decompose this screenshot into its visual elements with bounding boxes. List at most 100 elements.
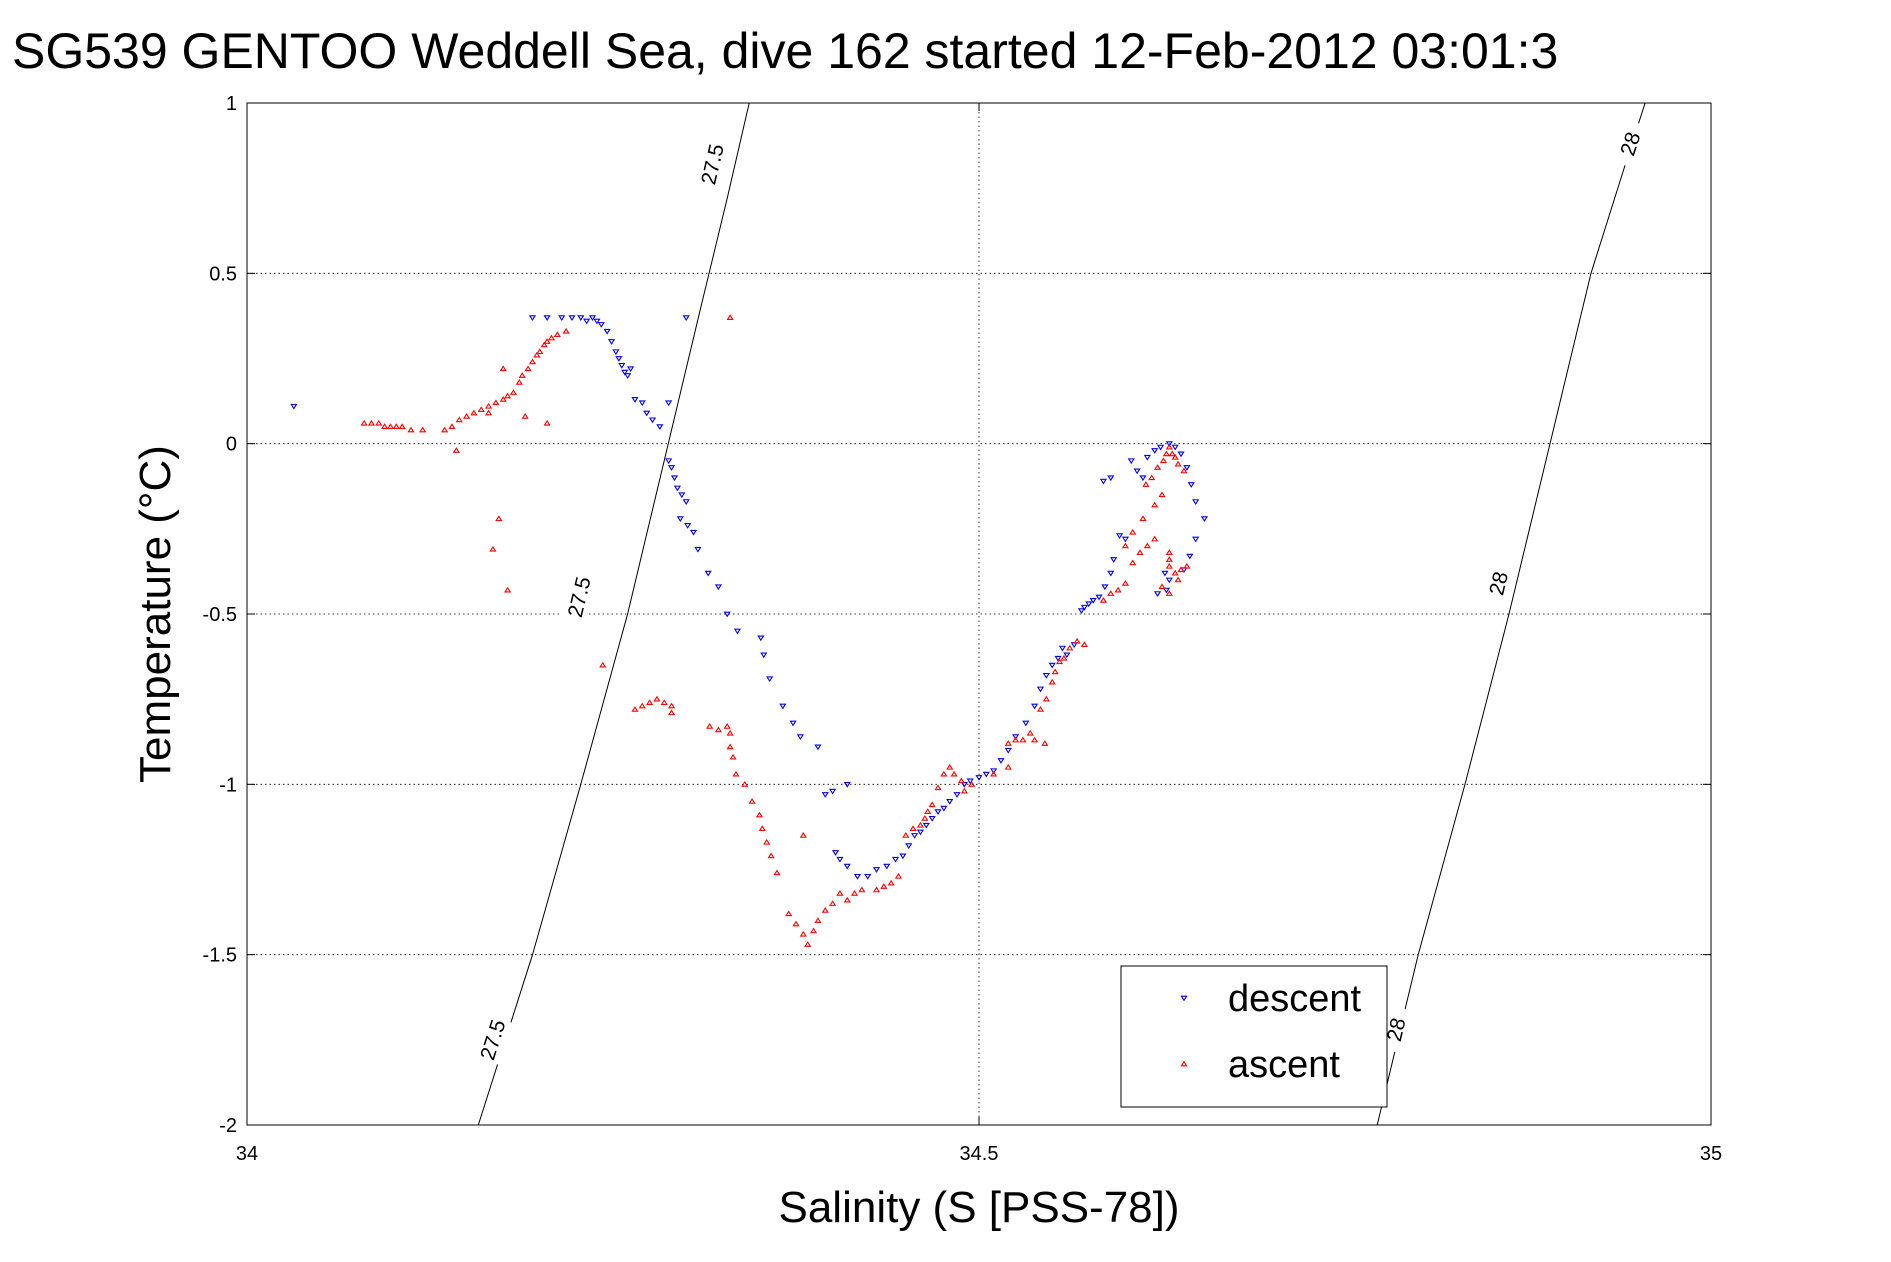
ascent-point <box>543 338 551 344</box>
ascent-point <box>1114 586 1122 593</box>
ascent-point <box>484 409 493 416</box>
ascent-point <box>1012 736 1020 743</box>
legend: descent ascent <box>1120 965 1388 1108</box>
descent-point <box>682 315 690 321</box>
ascent-point <box>726 314 734 320</box>
y-tick-label: -2 <box>219 1115 237 1137</box>
ascent-point <box>1066 644 1074 651</box>
ascent-point <box>1055 658 1064 665</box>
ascent-point <box>799 930 807 937</box>
ascent-point <box>489 545 497 552</box>
descent-point <box>1161 570 1169 577</box>
descent-point <box>665 458 673 465</box>
ascent-point <box>455 416 463 423</box>
ascent-point <box>381 423 389 430</box>
ascent-point <box>1099 596 1108 603</box>
ascent-point <box>492 399 500 406</box>
descent-point <box>1031 703 1039 710</box>
descent-point <box>676 516 684 522</box>
descent-point <box>1036 686 1045 693</box>
ascent-point <box>957 777 966 784</box>
descent-point <box>568 315 576 321</box>
descent-point <box>673 485 682 492</box>
contour-label-bg <box>473 1014 513 1065</box>
ascent-point <box>946 763 954 770</box>
descent-point <box>1162 587 1170 594</box>
ascent-point <box>667 702 676 709</box>
ascent-point <box>1041 740 1049 746</box>
ascent-point <box>894 872 903 879</box>
descent-point <box>821 792 829 798</box>
descent-point <box>910 833 919 839</box>
descent-point <box>796 734 804 741</box>
ascent-point <box>729 753 737 760</box>
ascent-point <box>714 726 723 733</box>
ascent-point <box>1026 729 1034 736</box>
ascent-point <box>1143 542 1151 549</box>
ascent-point <box>521 413 529 419</box>
ascent-point <box>1129 528 1137 535</box>
descent-point <box>789 720 797 727</box>
descent-point <box>1177 451 1185 458</box>
x-axis-label: Salinity (S [PSS-78]) <box>778 1183 1179 1232</box>
ascent-point <box>836 889 844 896</box>
ascent-point <box>1177 566 1185 573</box>
ascent-point <box>1042 695 1050 702</box>
ascent-point <box>950 770 958 777</box>
contour-label-bg <box>1480 558 1517 608</box>
ascent-point <box>533 351 541 358</box>
ascent-point <box>763 838 771 845</box>
ascent-point <box>1148 474 1156 481</box>
contour-label-bg <box>1611 118 1650 169</box>
descent-point <box>891 856 900 863</box>
ascent-point <box>916 821 925 828</box>
y-tick-label: -1 <box>219 774 237 796</box>
ascent-point <box>726 729 734 736</box>
descent-point <box>1095 594 1103 601</box>
descent-point <box>1165 577 1173 584</box>
ascent-point <box>880 883 888 889</box>
ascent-point <box>1051 668 1059 675</box>
ascent-point <box>1151 501 1159 508</box>
descent-point <box>528 315 537 321</box>
ascent-point <box>1080 641 1089 648</box>
descent-point <box>678 492 686 499</box>
descent-point <box>1099 478 1108 485</box>
descent-point <box>723 611 731 618</box>
descent-point <box>714 584 723 591</box>
descent-point <box>689 529 698 536</box>
ascent-point <box>503 586 512 593</box>
ascent-point <box>1159 457 1168 464</box>
ascent-point <box>804 941 812 947</box>
ascent-point <box>484 402 493 409</box>
descent-point <box>1110 557 1118 563</box>
descent-point <box>1143 454 1151 461</box>
ascent-point <box>814 917 822 923</box>
ascent-point <box>758 825 766 831</box>
descent-point <box>843 863 851 870</box>
ascent-point <box>990 770 998 777</box>
descent-point <box>1058 645 1067 652</box>
ascent-point <box>1060 654 1068 661</box>
legend-label-ascent: ascent <box>1228 1044 1340 1086</box>
descent-point <box>928 816 936 822</box>
descent-point <box>612 349 620 356</box>
ascent-point <box>748 797 756 804</box>
ascent-point <box>1171 569 1179 576</box>
descent-point <box>667 465 676 471</box>
ascent-point <box>660 699 668 705</box>
descent-point <box>694 546 702 553</box>
descent-point <box>905 843 913 850</box>
ascent-point <box>902 832 910 838</box>
ascent-point <box>1142 481 1150 487</box>
descent-point <box>853 873 862 880</box>
descent-point <box>1022 720 1030 727</box>
ascent-point <box>960 787 968 794</box>
descent-point <box>990 768 998 775</box>
ascent-point <box>821 907 829 913</box>
descent-point <box>290 403 298 410</box>
descent-point <box>638 400 646 407</box>
descent-point <box>1192 536 1200 543</box>
descent-point <box>883 863 891 870</box>
